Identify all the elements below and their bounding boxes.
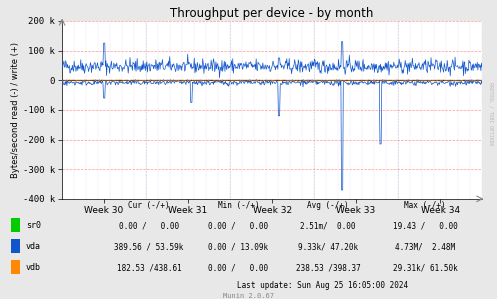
Text: Cur (-/+): Cur (-/+) [128,201,170,210]
Text: 238.53 /398.37: 238.53 /398.37 [296,263,360,272]
Text: 0.00 /   0.00: 0.00 / 0.00 [119,221,179,230]
Text: vdb: vdb [26,263,41,272]
Text: 389.56 / 53.59k: 389.56 / 53.59k [114,242,184,251]
Text: 182.53 /438.61: 182.53 /438.61 [117,263,181,272]
Y-axis label: Bytes/second read (-) / write (+): Bytes/second read (-) / write (+) [11,42,20,178]
Text: 19.43 /   0.00: 19.43 / 0.00 [393,221,457,230]
Text: 0.00 / 13.09k: 0.00 / 13.09k [209,242,268,251]
Text: 29.31k/ 61.50k: 29.31k/ 61.50k [393,263,457,272]
Text: Avg (-/+): Avg (-/+) [307,201,349,210]
Text: Last update: Sun Aug 25 16:05:00 2024: Last update: Sun Aug 25 16:05:00 2024 [238,281,409,290]
Text: sr0: sr0 [26,221,41,230]
Text: Max (-/+): Max (-/+) [404,201,446,210]
Text: Min (-/+): Min (-/+) [218,201,259,210]
Text: RRDTOOL / TOBI OETIKER: RRDTOOL / TOBI OETIKER [489,82,494,145]
Text: 4.73M/  2.48M: 4.73M/ 2.48M [395,242,455,251]
Text: 9.33k/ 47.20k: 9.33k/ 47.20k [298,242,358,251]
Text: 2.51m/  0.00: 2.51m/ 0.00 [300,221,356,230]
Text: 0.00 /   0.00: 0.00 / 0.00 [209,221,268,230]
Text: vda: vda [26,242,41,251]
Text: Munin 2.0.67: Munin 2.0.67 [223,292,274,298]
Title: Throughput per device - by month: Throughput per device - by month [170,7,374,20]
Text: 0.00 /   0.00: 0.00 / 0.00 [209,263,268,272]
